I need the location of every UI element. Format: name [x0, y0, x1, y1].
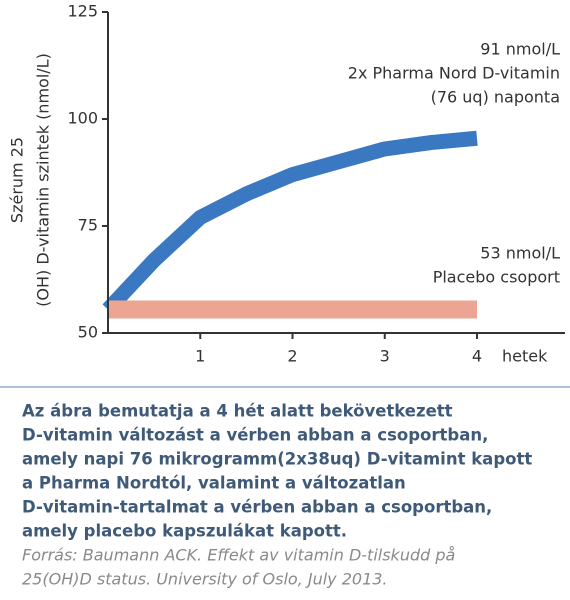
y-tick-label: 125 — [67, 2, 98, 21]
y-tick-label: 100 — [67, 109, 98, 128]
x-tick-label: 2 — [287, 347, 297, 366]
caption-line: Az ábra bemutatja a 4 hét alatt bekövetk… — [22, 402, 453, 421]
y-axis-label: Szérum 25 — [8, 137, 27, 223]
source-line: 25(OH)D status. University of Oslo, July… — [22, 570, 388, 589]
annotation: Placebo csoport — [433, 268, 560, 287]
y-axis-label: (OH) D-vitamin szintek (nmol/L) — [34, 53, 53, 307]
x-axis-label: hetek — [502, 347, 548, 366]
annotation: (76 uq) naponta — [431, 88, 560, 107]
caption-line: a Pharma Nordtól, valamint a változatlan — [22, 474, 406, 493]
x-tick-label: 4 — [472, 347, 482, 366]
caption-line: amely napi 76 mikrogramm(2x38uq) D-vitam… — [22, 450, 532, 469]
annotation: 91 nmol/L — [480, 40, 560, 59]
x-tick-label: 1 — [195, 347, 205, 366]
source-line: Forrás: Baumann ACK. Effekt av vitamin D… — [22, 546, 455, 565]
caption-line: D-vitamin változást a vérben abban a cso… — [22, 426, 488, 445]
caption-line: amely placebo kapszulákat kapott. — [22, 522, 347, 541]
x-tick-label: 3 — [380, 347, 390, 366]
annotation: 53 nmol/L — [480, 244, 560, 263]
caption-line: D-vitamin-tartalmat a vérben abban a cso… — [22, 498, 492, 517]
y-tick-label: 75 — [78, 216, 98, 235]
annotation: 2x Pharma Nord D-vitamin — [348, 64, 560, 83]
series-line — [102, 130, 478, 315]
y-tick-label: 50 — [78, 323, 98, 342]
